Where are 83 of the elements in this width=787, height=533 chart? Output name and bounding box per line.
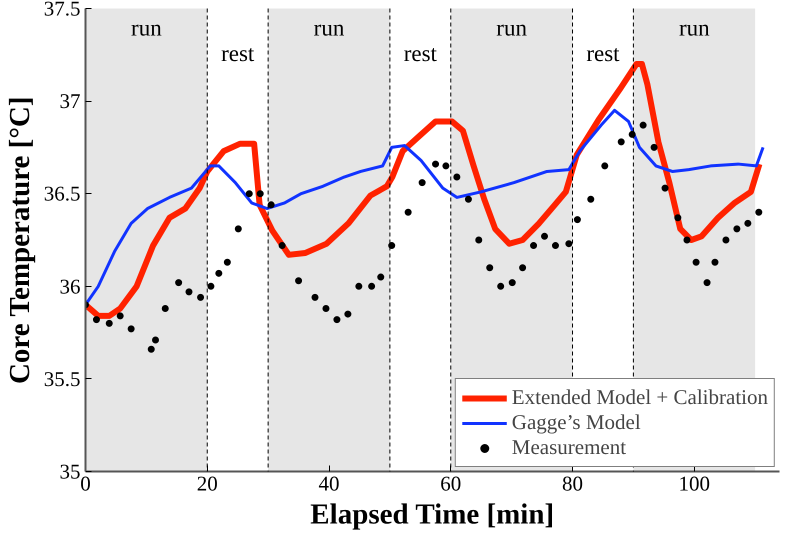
point	[278, 242, 286, 250]
point	[530, 242, 538, 250]
point	[404, 208, 412, 216]
point	[333, 316, 340, 324]
x-tick-label: 100	[678, 472, 710, 496]
legend-label: Measurement	[512, 435, 626, 460]
y-tick-label: 35.5	[44, 366, 80, 391]
point	[711, 258, 718, 266]
point	[744, 220, 752, 227]
point	[418, 179, 426, 186]
point	[106, 320, 113, 327]
point	[497, 282, 504, 290]
point	[432, 160, 440, 168]
point	[268, 201, 275, 208]
point	[508, 279, 516, 286]
point	[197, 294, 204, 301]
point	[704, 279, 711, 286]
point	[92, 316, 100, 324]
y-tick-label: 36.5	[44, 182, 80, 206]
x-tick-label: 60	[440, 472, 462, 496]
point	[162, 305, 169, 312]
y-tick-label: 37	[60, 89, 80, 114]
point	[683, 236, 690, 244]
point	[344, 310, 352, 318]
x-tick-label: 0	[80, 472, 91, 496]
point	[207, 282, 214, 290]
point	[565, 240, 572, 248]
annotation: rest	[404, 40, 438, 66]
point	[175, 279, 182, 286]
legend-label: Extended Model + Calibration	[512, 385, 768, 410]
point	[234, 225, 242, 232]
point	[541, 232, 548, 240]
point	[640, 122, 647, 129]
point	[650, 144, 658, 151]
point	[733, 225, 740, 232]
point	[755, 208, 762, 216]
x-tick-label: 80	[562, 472, 584, 496]
point	[355, 282, 362, 290]
annotation: rest	[221, 40, 255, 66]
x-axis-title: Elapsed Time [min]	[310, 498, 554, 530]
y-tick-label: 35	[60, 460, 80, 484]
x-tick-label: 20	[196, 472, 218, 496]
point	[312, 294, 319, 301]
point	[464, 196, 472, 203]
y-tick-label: 36	[60, 274, 80, 298]
point	[453, 174, 460, 181]
point	[246, 190, 253, 198]
point	[692, 258, 700, 266]
point	[377, 274, 384, 281]
point	[442, 162, 450, 170]
point	[552, 242, 559, 250]
point	[368, 282, 376, 290]
point	[148, 346, 155, 353]
point	[674, 214, 682, 222]
legend-label: Gagge’s Model	[512, 410, 641, 435]
band-label: run	[131, 15, 162, 40]
x-tick-label: 40	[318, 472, 340, 496]
point	[519, 264, 526, 272]
point	[224, 258, 231, 266]
point	[185, 288, 192, 296]
point	[295, 277, 302, 284]
band-label: run	[314, 15, 345, 40]
band-label: run	[678, 15, 710, 40]
y-tick-label: 37.5	[44, 0, 80, 20]
y-axis-title: Core Temperature [°C]	[4, 96, 36, 384]
point	[256, 190, 264, 198]
point	[322, 305, 330, 312]
point	[618, 138, 625, 146]
point	[587, 196, 594, 203]
band-label: run	[496, 15, 528, 40]
point	[215, 270, 222, 277]
point	[388, 242, 396, 250]
point	[116, 312, 124, 320]
annotation: rest	[586, 40, 620, 66]
point	[628, 130, 636, 138]
point	[486, 264, 494, 272]
point	[152, 336, 160, 344]
point	[722, 236, 730, 244]
point	[574, 216, 581, 224]
point	[128, 325, 135, 332]
point	[662, 184, 669, 192]
point	[601, 162, 608, 170]
point	[475, 236, 482, 244]
